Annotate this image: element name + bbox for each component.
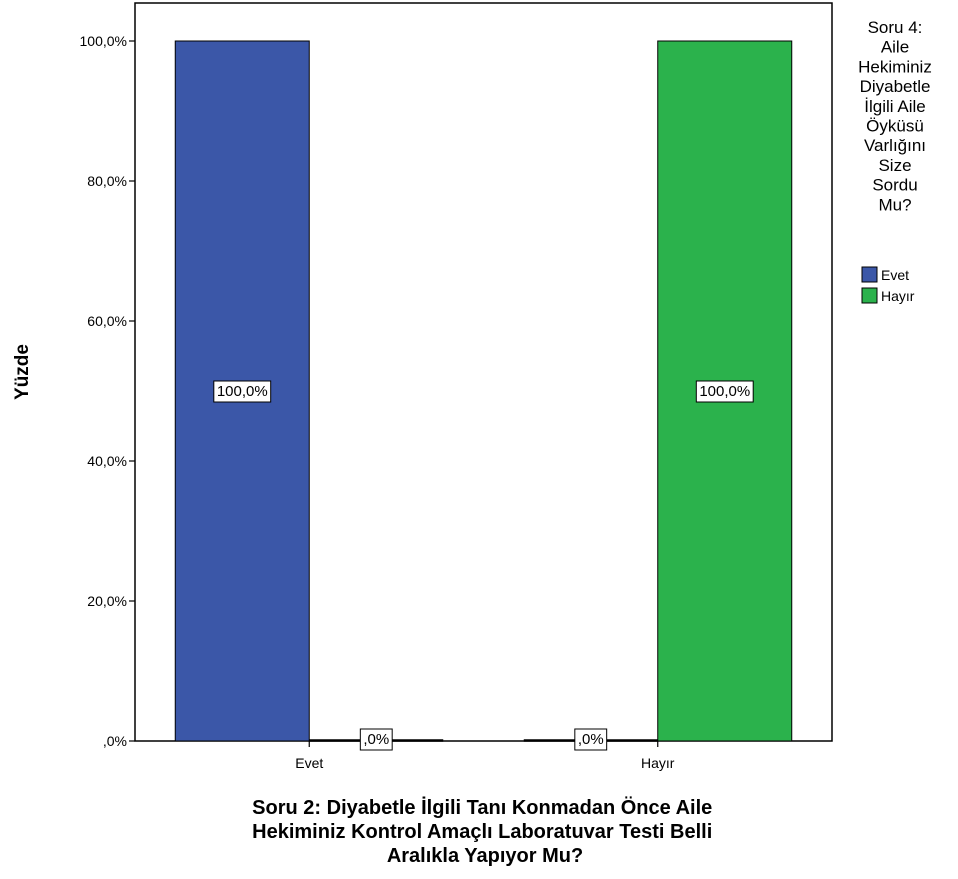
legend-title-line: Soru 4: <box>868 18 923 37</box>
data-label-box <box>359 728 393 751</box>
legend-title-line: Size <box>878 156 911 175</box>
data-label: 100,0% <box>217 383 268 400</box>
x-tick-label: Hayır <box>641 755 675 771</box>
x-axis-title-line: Hekiminiz Kontrol Amaçlı Laboratuvar Tes… <box>252 821 712 843</box>
x-axis: Evet Hayır <box>295 741 675 771</box>
legend-title-line: Diyabetle <box>860 77 931 96</box>
legend-entry-label: Evet <box>881 267 909 283</box>
legend-title-line: Varlığını <box>864 136 926 155</box>
legend-swatch <box>861 287 878 304</box>
x-axis-title-line: Aralıkla Yapıyor Mu? <box>387 845 583 867</box>
legend: Soru 4: Aile Hekiminiz Diyabetle İlgili Aile… <box>858 18 932 304</box>
legend-title-line: İlgili Aile <box>864 97 925 116</box>
y-tick-label: 40,0% <box>87 453 127 469</box>
legend-title: Soru 4: Aile Hekiminiz Diyabetle İlgili Aile… <box>858 18 932 214</box>
y-tick-label: 100,0% <box>80 33 127 49</box>
data-label-box <box>574 728 608 751</box>
y-tick-label: 60,0% <box>87 313 127 329</box>
y-axis-label: Yüzde <box>12 344 33 400</box>
legend-swatch <box>861 266 878 283</box>
legend-title-line: Sordu <box>872 176 917 195</box>
y-tick-label: 20,0% <box>87 593 127 609</box>
y-axis: ,0% 20,0% 40,0% 60,0% 80,0% 100,0% <box>80 33 135 749</box>
x-tick-label: Evet <box>295 755 323 771</box>
y-tick-label: ,0% <box>103 733 127 749</box>
y-tick-label: 80,0% <box>87 173 127 189</box>
legend-entry-label: Hayır <box>881 288 915 304</box>
bars: 100,0% ,0% ,0% 100,0% <box>174 40 793 751</box>
data-label-box <box>695 380 754 403</box>
legend-title-line: Öyküsü <box>866 117 924 136</box>
legend-title-line: Mu? <box>878 195 911 214</box>
legend-title-line: Hekiminiz <box>858 57 932 76</box>
data-label: 100,0% <box>699 383 750 400</box>
data-label: ,0% <box>363 731 389 748</box>
data-label: ,0% <box>578 731 604 748</box>
legend-title-line: Aile <box>881 38 909 57</box>
data-label-box <box>213 380 272 403</box>
x-axis-title: Soru 2: Diyabetle İlgili Tanı Konmadan Ö… <box>252 796 718 867</box>
x-axis-title-line: Soru 2: Diyabetle İlgili Tanı Konmadan Ö… <box>252 796 712 819</box>
